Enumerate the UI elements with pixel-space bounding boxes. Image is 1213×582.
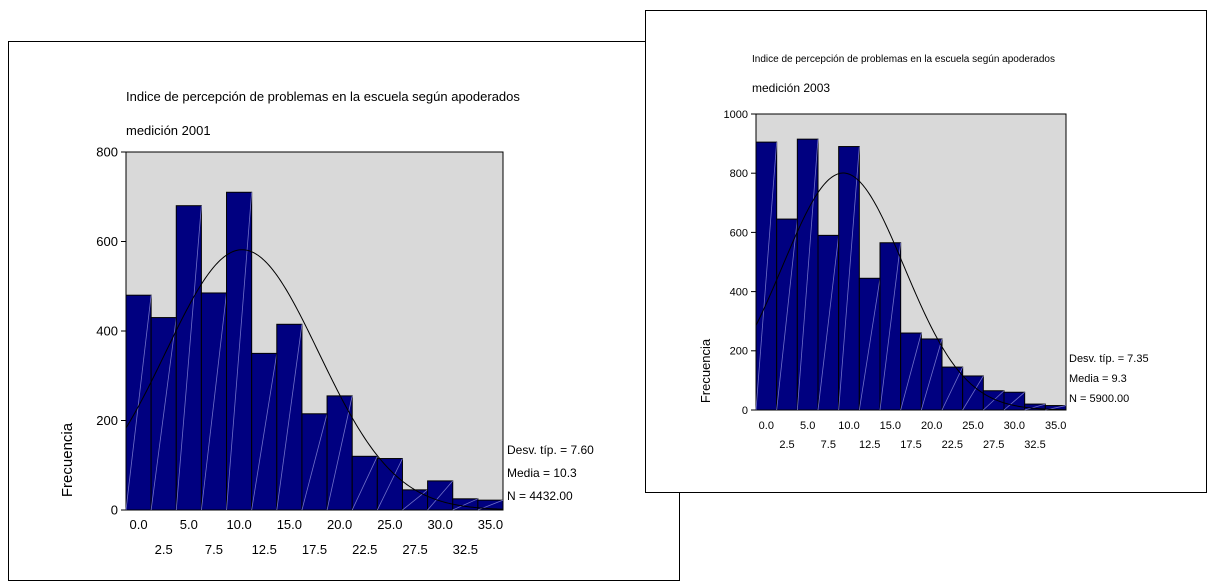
y-tick-label: 600 xyxy=(96,234,118,249)
x-tick-label: 5.0 xyxy=(180,517,198,532)
bar-hatch-line xyxy=(226,192,253,511)
y-axis: 0 200 400 600 800 xyxy=(96,145,126,518)
bar-hatch-line xyxy=(201,292,227,511)
bar-hatch-line xyxy=(1024,403,1046,411)
chart-subtitle: medición 2001 xyxy=(126,123,211,138)
y-tick-label: 400 xyxy=(730,286,748,298)
histogram-panel-2001: Indice de percepción de problemas en la … xyxy=(8,41,680,581)
x-tick-label: 12.5 xyxy=(859,439,880,451)
chart-title: Indice de percepción de problemas en la … xyxy=(126,89,520,104)
stats-box: Desv. típ. = 7.60 Media = 10.3 N = 4432.00 xyxy=(507,443,594,503)
x-tick-label: 27.5 xyxy=(402,542,427,557)
normal-curve xyxy=(755,172,1067,411)
x-tick-label: 30.0 xyxy=(428,517,453,532)
stats-label: Desv. típ. = 7.35 xyxy=(1069,353,1149,365)
x-tick-label: 25.0 xyxy=(962,420,983,432)
bar-hatch-line xyxy=(376,458,403,511)
bar-hatch-line xyxy=(251,353,278,511)
y-tick-label: 0 xyxy=(742,405,748,417)
x-tick-label: 15.0 xyxy=(880,420,901,432)
bar-hatch-line xyxy=(858,278,881,411)
x-tick-label: 27.5 xyxy=(983,439,1004,451)
x-tick-label: 7.5 xyxy=(205,542,223,557)
bar-hatch-line xyxy=(796,139,819,411)
bar-hatch-line xyxy=(817,235,840,411)
x-axis: 0.0 5.0 10.0 15.0 20.0 25.0 30.0 35.0 2.5 7.5 12.5… xyxy=(759,420,1067,451)
bar-hatch-line xyxy=(427,480,454,511)
x-tick-label: 35.0 xyxy=(478,517,503,532)
bar-hatch-line xyxy=(301,413,328,511)
bar-hatch-line xyxy=(962,375,984,411)
bar-hatch-line xyxy=(755,142,778,411)
y-tick-label: 600 xyxy=(730,227,748,239)
stats-box: Desv. típ. = 7.35 Media = 9.3 N = 5900.00 xyxy=(1069,353,1149,405)
chart-title: Indice de percepción de problemas en la … xyxy=(752,54,1055,65)
x-tick-label: 15.0 xyxy=(277,517,302,532)
normal-curve xyxy=(125,249,504,510)
x-tick-label: 32.5 xyxy=(1024,439,1045,451)
x-tick-label: 10.0 xyxy=(226,517,251,532)
bar-hatch-line xyxy=(452,498,479,511)
x-tick-label: 25.0 xyxy=(377,517,402,532)
y-tick-label: 0 xyxy=(111,503,118,518)
x-tick-label: 10.0 xyxy=(838,420,859,432)
x-tick-label: 20.0 xyxy=(327,517,352,532)
bar-hatch-line xyxy=(402,489,428,511)
x-tick-label: 17.5 xyxy=(302,542,327,557)
bar-hatch-line xyxy=(276,324,303,511)
x-tick-label: 35.0 xyxy=(1045,420,1066,432)
bar-hatch-line xyxy=(838,146,860,411)
histogram-chart-2003: 0 200 400 600 800 1000 0.0 5.0 10.0 15.0 20.0 25.0 3… xyxy=(698,109,1149,451)
y-tick-label: 800 xyxy=(96,145,118,160)
bar-hatch-line xyxy=(150,317,177,511)
y-tick-label: 400 xyxy=(96,324,118,339)
x-tick-label: 7.5 xyxy=(821,439,836,451)
x-tick-label: 22.5 xyxy=(352,542,377,557)
x-tick-label: 22.5 xyxy=(942,439,963,451)
bar-hatch-line xyxy=(900,332,922,411)
x-tick-label: 32.5 xyxy=(453,542,478,557)
x-tick-label: 0.0 xyxy=(130,517,148,532)
x-tick-label: 12.5 xyxy=(252,542,277,557)
y-axis-label: Frecuencia xyxy=(59,422,76,497)
stats-label: N = 4432.00 xyxy=(507,489,573,503)
bars xyxy=(755,138,1067,411)
bar-hatch-line xyxy=(125,295,152,511)
bar-hatch-line xyxy=(879,242,902,411)
histogram-panel-2003: Indice de percepción de problemas en la … xyxy=(645,10,1207,493)
x-tick-label: 20.0 xyxy=(921,420,942,432)
stats-label: N = 5900.00 xyxy=(1069,393,1129,405)
y-tick-label: 200 xyxy=(96,413,118,428)
bars xyxy=(125,191,504,511)
bar-hatch-line xyxy=(983,390,1005,411)
stats-label: Media = 10.3 xyxy=(507,466,577,480)
x-tick-label: 2.5 xyxy=(155,542,173,557)
x-tick-label: 0.0 xyxy=(759,420,774,432)
x-tick-label: 30.0 xyxy=(1004,420,1025,432)
bar-hatch-line xyxy=(941,366,964,411)
y-tick-label: 200 xyxy=(730,346,748,358)
x-tick-label: 2.5 xyxy=(779,439,794,451)
stats-label: Desv. típ. = 7.60 xyxy=(507,443,594,457)
bar-hatch-line xyxy=(920,338,943,411)
y-tick-label: 800 xyxy=(730,168,748,180)
y-axis: 0 200 400 600 800 1000 xyxy=(724,109,756,417)
bar-hatch-line xyxy=(351,456,378,511)
x-axis: 0.0 5.0 10.0 15.0 20.0 25.0 30.0 35.0 2.5 7.5 12.5… xyxy=(130,517,504,557)
x-tick-label: 5.0 xyxy=(800,420,815,432)
y-axis-label: Frecuencia xyxy=(698,338,713,403)
stats-label: Media = 9.3 xyxy=(1069,373,1127,385)
bar-hatch-line xyxy=(175,205,202,511)
y-tick-label: 1000 xyxy=(724,109,748,121)
bar-hatch-line xyxy=(776,219,798,411)
chart-subtitle: medición 2003 xyxy=(752,81,831,95)
bar-hatch-line xyxy=(1003,391,1025,411)
bar-hatch-line xyxy=(326,395,353,511)
x-tick-label: 17.5 xyxy=(900,439,921,451)
